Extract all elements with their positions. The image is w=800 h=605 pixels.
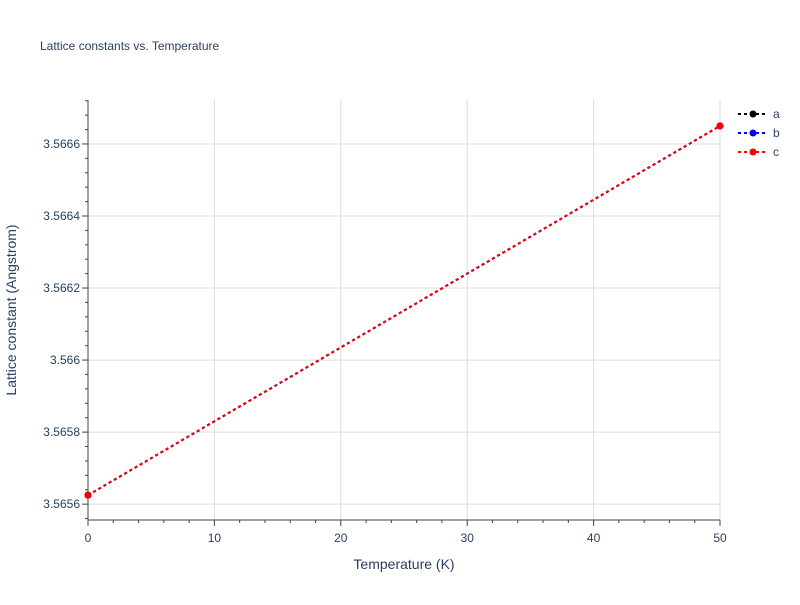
x-axis-label: Temperature (K) bbox=[353, 556, 454, 572]
x-tick-label: 0 bbox=[85, 531, 92, 545]
y-tick-label: 3.5666 bbox=[43, 137, 80, 151]
legend-label-c: c bbox=[773, 145, 779, 159]
y-tick-label: 3.5658 bbox=[43, 425, 80, 439]
legend-marker-b bbox=[749, 129, 757, 137]
x-tick-label: 10 bbox=[208, 531, 222, 545]
legend-marker-c bbox=[749, 148, 757, 156]
y-tick-label: 3.566 bbox=[50, 353, 80, 367]
y-axis-label: Lattice constant (Angstrom) bbox=[3, 224, 19, 395]
x-tick-label: 20 bbox=[334, 531, 348, 545]
series-line-c bbox=[87, 125, 721, 497]
chart-title: Lattice constants vs. Temperature bbox=[40, 39, 220, 53]
x-tick-label: 40 bbox=[587, 531, 601, 545]
x-tick-label: 50 bbox=[713, 531, 727, 545]
data-point-c bbox=[716, 122, 724, 130]
x-tick-label: 30 bbox=[461, 531, 475, 545]
data-point-c bbox=[84, 491, 92, 499]
legend-label-b: b bbox=[773, 126, 780, 140]
y-tick-label: 3.5664 bbox=[43, 209, 80, 223]
y-tick-label: 3.5662 bbox=[43, 281, 80, 295]
legend-marker-a bbox=[749, 110, 757, 118]
legend-label-a: a bbox=[773, 107, 780, 121]
y-tick-label: 3.5656 bbox=[43, 497, 80, 511]
